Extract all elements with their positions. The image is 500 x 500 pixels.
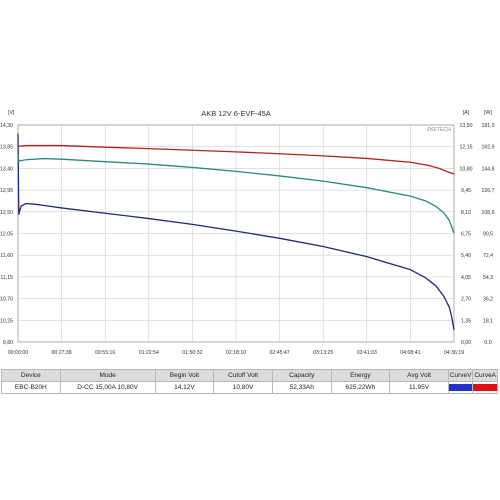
current-tick-label: 8,10 <box>461 210 471 216</box>
watermark: ZKETECH <box>427 127 451 133</box>
voltage-tick-label: 13,85 <box>0 145 13 151</box>
power-tick-label: 0,0 <box>484 340 491 346</box>
current-tick-label: 13,50 <box>460 123 473 129</box>
voltage-tick-label: 13,40 <box>0 166 13 172</box>
current-tick-label: 2,70 <box>461 297 471 303</box>
time-tick-label: 01:50:32 <box>182 350 202 356</box>
cell-curve-v-swatch <box>447 381 474 394</box>
header-device: Device <box>1 369 61 382</box>
current-tick-label: 4,05 <box>461 275 471 281</box>
cell-curve-a-swatch <box>472 381 498 394</box>
power-tick-label: 72,4 <box>483 253 493 259</box>
time-tick-label: 04:08:41 <box>400 350 420 356</box>
voltage-tick-label: 10,25 <box>0 318 13 324</box>
power-tick-label: 108,6 <box>482 210 495 216</box>
curve-v-color-swatch <box>449 383 472 391</box>
time-tick-label: 04:36:19 <box>444 350 464 356</box>
header-mode: Mode <box>59 369 156 382</box>
power-tick-label: 162,9 <box>482 145 495 151</box>
header-curve-v: CurveV <box>447 369 474 382</box>
time-tick-label: 01:22:54 <box>139 350 159 356</box>
info-table-row: EBC-B20H D-CC 15,00A 10,80V 14,12V 10,80… <box>1 381 498 394</box>
header-energy: Energy <box>330 369 391 382</box>
cell-device: EBC-B20H <box>1 381 61 394</box>
power-tick-label: 126,7 <box>482 188 495 194</box>
power-tick-label: 18,1 <box>483 318 493 324</box>
power-tick-label: 144,8 <box>482 166 495 172</box>
left-axis-unit: [V] <box>8 110 15 116</box>
voltage-tick-label: 12,05 <box>0 232 13 238</box>
power-axis-unit: [W] <box>484 110 492 116</box>
cell-energy: 625,22Wh <box>330 381 391 394</box>
header-cutoff-volt: Cutoff Volt <box>213 369 273 382</box>
voltage-tick-label: 11,60 <box>0 253 13 259</box>
time-tick-label: 02:18:10 <box>226 350 246 356</box>
cell-avg-volt: 11,95V <box>389 381 449 394</box>
header-capacity: Capacity <box>271 369 332 382</box>
power-tick-label: 54,3 <box>483 275 493 281</box>
time-tick-label: 02:45:47 <box>269 350 289 356</box>
chart-title: AKB 12V 6-EVF-45A <box>201 109 271 118</box>
current-series-line <box>17 144 455 175</box>
cell-mode: D-CC 15,00A 10,80V <box>59 381 156 394</box>
power-tick-label: 90,5 <box>483 232 493 238</box>
current-tick-label: 12,15 <box>460 145 473 151</box>
info-table-header-row: Device Mode Begin Volt Cutoff Volt Capac… <box>1 369 498 382</box>
header-curve-a: CurveA <box>472 369 498 382</box>
time-tick-label: 00:27:38 <box>51 350 71 356</box>
cell-capacity: 52,33Ah <box>271 381 332 394</box>
voltage-tick-label: 11,15 <box>0 275 13 281</box>
current-tick-label: 0,00 <box>461 340 471 346</box>
voltage-tick-label: 14,30 <box>0 123 13 129</box>
power-tick-label: 36,2 <box>483 297 493 303</box>
time-tick-label: 00:00:00 <box>8 350 28 356</box>
voltage-tick-label: 12,50 <box>0 210 13 216</box>
voltage-tick-label: 9,80 <box>3 340 13 346</box>
current-tick-label: 6,75 <box>461 232 471 238</box>
time-tick-label: 00:55:16 <box>95 350 115 356</box>
current-tick-label: 1,35 <box>461 318 471 324</box>
chart-canvas: AKB 12V 6-EVF-45A [V] [A] [W] 9,80 0,00 0,0 10,… <box>0 109 495 356</box>
voltage-tick-label: 10,70 <box>0 297 13 303</box>
current-axis-unit: [A] <box>463 110 470 116</box>
curve-a-color-swatch <box>473 383 497 391</box>
current-tick-label: 9,45 <box>461 188 471 194</box>
current-tick-label: 5,40 <box>461 253 471 259</box>
cell-begin-volt: 14,12V <box>154 381 215 394</box>
cell-cutoff-volt: 10,80V <box>213 381 273 394</box>
power-series-line <box>17 154 455 234</box>
time-tick-label: 03:13:25 <box>313 350 333 356</box>
current-tick-label: 10,80 <box>460 166 473 172</box>
header-avg-volt: Avg Volt <box>389 369 449 382</box>
time-tick-label: 03:41:03 <box>357 350 377 356</box>
test-info-table: Device Mode Begin Volt Cutoff Volt Capac… <box>1 369 498 394</box>
voltage-series-line <box>17 133 455 331</box>
header-begin-volt: Begin Volt <box>154 369 215 382</box>
power-tick-label: 181,0 <box>482 123 495 129</box>
voltage-tick-label: 12,95 <box>0 188 13 194</box>
grid-lines <box>18 125 454 342</box>
